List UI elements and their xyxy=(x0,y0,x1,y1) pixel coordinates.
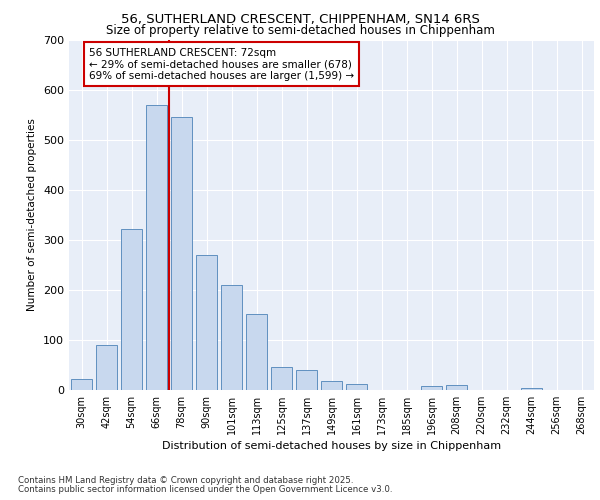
Bar xyxy=(271,367,292,390)
Text: Contains public sector information licensed under the Open Government Licence v3: Contains public sector information licen… xyxy=(18,485,392,494)
Bar xyxy=(446,385,467,390)
Text: Contains HM Land Registry data © Crown copyright and database right 2025.: Contains HM Land Registry data © Crown c… xyxy=(18,476,353,485)
Text: 56 SUTHERLAND CRESCENT: 72sqm
← 29% of semi-detached houses are smaller (678)
69: 56 SUTHERLAND CRESCENT: 72sqm ← 29% of s… xyxy=(89,48,354,80)
Bar xyxy=(296,370,317,390)
Text: Size of property relative to semi-detached houses in Chippenham: Size of property relative to semi-detach… xyxy=(106,24,494,37)
Bar xyxy=(321,381,342,390)
Y-axis label: Number of semi-detached properties: Number of semi-detached properties xyxy=(28,118,37,312)
Bar xyxy=(196,254,217,390)
Bar xyxy=(421,386,442,390)
Bar xyxy=(146,105,167,390)
Bar xyxy=(221,285,242,390)
Bar xyxy=(121,228,142,390)
Bar xyxy=(246,314,267,390)
Bar xyxy=(71,379,92,390)
Text: 56, SUTHERLAND CRESCENT, CHIPPENHAM, SN14 6RS: 56, SUTHERLAND CRESCENT, CHIPPENHAM, SN1… xyxy=(121,12,479,26)
Bar xyxy=(346,384,367,390)
X-axis label: Distribution of semi-detached houses by size in Chippenham: Distribution of semi-detached houses by … xyxy=(162,441,501,451)
Bar xyxy=(96,345,117,390)
Bar xyxy=(171,116,192,390)
Bar xyxy=(521,388,542,390)
